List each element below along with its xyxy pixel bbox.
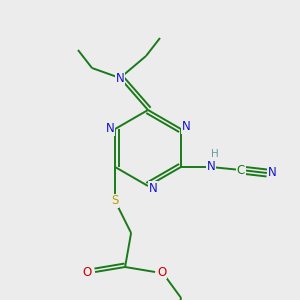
Text: N: N — [106, 122, 115, 136]
Text: S: S — [111, 194, 119, 208]
Text: N: N — [148, 182, 158, 194]
Text: O: O — [158, 266, 167, 278]
Text: O: O — [82, 266, 92, 278]
Text: N: N — [206, 160, 215, 173]
Text: H: H — [211, 149, 219, 159]
Text: C: C — [237, 164, 245, 176]
Text: N: N — [182, 121, 190, 134]
Text: N: N — [268, 167, 276, 179]
Text: N: N — [116, 71, 124, 85]
